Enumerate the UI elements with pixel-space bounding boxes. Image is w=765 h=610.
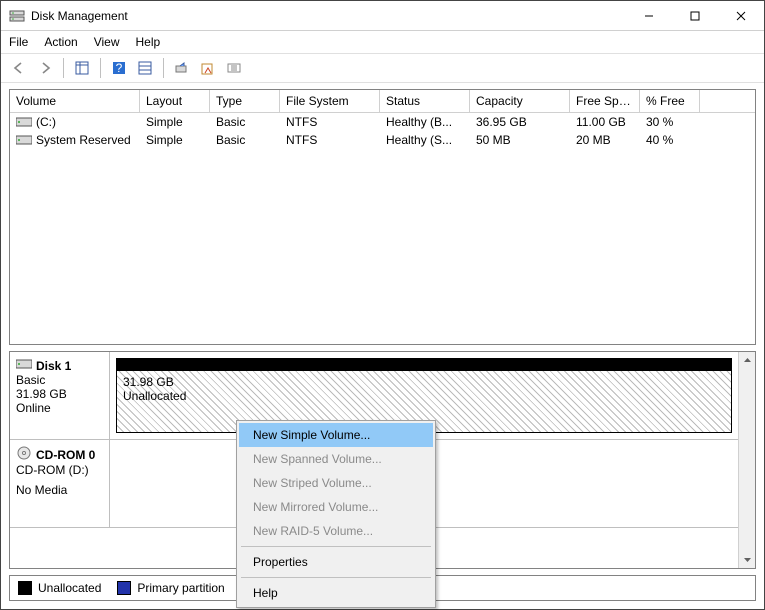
cell-status: Healthy (S... (380, 132, 470, 148)
col-blank (700, 90, 755, 112)
disk-size: 31.98 GB (16, 387, 103, 401)
swatch-primary (117, 581, 131, 595)
maximize-button[interactable] (672, 1, 718, 30)
menu-separator (241, 577, 431, 578)
disk-name: CD-ROM 0 (36, 448, 95, 462)
col-type[interactable]: Type (210, 90, 280, 112)
col-layout[interactable]: Layout (140, 90, 210, 112)
menu-view[interactable]: View (94, 35, 120, 49)
toolbar: ? (1, 53, 764, 83)
col-status[interactable]: Status (380, 90, 470, 112)
volume-rows: (C:) Simple Basic NTFS Healthy (B... 36.… (10, 113, 755, 344)
cell-fs: NTFS (280, 132, 380, 148)
context-menu: New Simple Volume... New Spanned Volume.… (236, 420, 436, 608)
minimize-button[interactable] (626, 1, 672, 30)
toolbar-separator (63, 58, 64, 78)
drive-icon (16, 116, 32, 128)
col-capacity[interactable]: Capacity (470, 90, 570, 112)
vertical-scrollbar[interactable] (738, 352, 755, 568)
settings-button[interactable] (133, 56, 157, 80)
cell-pfree: 30 % (640, 114, 700, 130)
disk-icon (16, 358, 32, 373)
cell-volume: (C:) (10, 114, 140, 130)
volume-list-pane: Volume Layout Type File System Status Ca… (9, 89, 756, 345)
cell-free: 11.00 GB (570, 114, 640, 130)
menuitem-new-simple-volume[interactable]: New Simple Volume... (239, 423, 433, 447)
scroll-down-button[interactable] (739, 551, 755, 568)
col-fs[interactable]: File System (280, 90, 380, 112)
legend-unallocated: Unallocated (18, 581, 101, 595)
legend-label: Primary partition (137, 581, 224, 595)
menu-file[interactable]: File (9, 35, 28, 49)
window-title: Disk Management (31, 9, 626, 23)
disk-type: Basic (16, 373, 103, 387)
volume-row[interactable]: System Reserved Simple Basic NTFS Health… (10, 131, 755, 149)
menubar: File Action View Help (1, 31, 764, 53)
col-free[interactable]: Free Spa... (570, 90, 640, 112)
help-button[interactable]: ? (107, 56, 131, 80)
legend-primary: Primary partition (117, 581, 224, 595)
disk-header[interactable]: Disk 1 Basic 31.98 GB Online (10, 352, 110, 439)
forward-button[interactable] (33, 56, 57, 80)
col-volume[interactable]: Volume (10, 90, 140, 112)
toolbar-separator (163, 58, 164, 78)
partition-size: 31.98 GB (123, 375, 725, 389)
disk-state: No Media (16, 483, 103, 497)
cell-capacity: 36.95 GB (470, 114, 570, 130)
drive-icon (16, 134, 32, 146)
menuitem-new-mirrored-volume: New Mirrored Volume... (239, 495, 433, 519)
window-buttons (626, 1, 764, 30)
cell-free: 20 MB (570, 132, 640, 148)
menuitem-help[interactable]: Help (239, 581, 433, 605)
scroll-up-button[interactable] (739, 352, 755, 369)
window: Disk Management File Action View Help (0, 0, 765, 610)
toolbar-separator (100, 58, 101, 78)
show-console-tree-button[interactable] (70, 56, 94, 80)
column-headers: Volume Layout Type File System Status Ca… (10, 90, 755, 113)
cell-pfree: 40 % (640, 132, 700, 148)
partition-colorbar (117, 359, 731, 371)
menuitem-properties[interactable]: Properties (239, 550, 433, 574)
menuitem-new-raid5-volume: New RAID-5 Volume... (239, 519, 433, 543)
cell-type: Basic (210, 132, 280, 148)
svg-text:?: ? (116, 61, 123, 75)
back-button[interactable] (7, 56, 31, 80)
cell-text: (C:) (36, 115, 56, 129)
cell-status: Healthy (B... (380, 114, 470, 130)
col-pfree[interactable]: % Free (640, 90, 700, 112)
menu-help[interactable]: Help (136, 35, 161, 49)
cell-type: Basic (210, 114, 280, 130)
partition-label: Unallocated (123, 389, 725, 403)
menu-separator (241, 546, 431, 547)
rescan-disks-button[interactable] (196, 56, 220, 80)
disk-state: Online (16, 401, 103, 415)
volume-row[interactable]: (C:) Simple Basic NTFS Healthy (B... 36.… (10, 113, 755, 131)
cell-layout: Simple (140, 114, 210, 130)
cell-text: System Reserved (36, 133, 131, 147)
disk-mgmt-icon (9, 8, 25, 24)
menuitem-new-spanned-volume: New Spanned Volume... (239, 447, 433, 471)
titlebar: Disk Management (1, 1, 764, 31)
legend-label: Unallocated (38, 581, 101, 595)
menuitem-new-striped-volume: New Striped Volume... (239, 471, 433, 495)
refresh-button[interactable] (170, 56, 194, 80)
more-actions-button[interactable] (222, 56, 246, 80)
disk-name: Disk 1 (36, 359, 71, 373)
cell-capacity: 50 MB (470, 132, 570, 148)
swatch-unallocated (18, 581, 32, 595)
cdrom-icon (16, 446, 32, 463)
close-button[interactable] (718, 1, 764, 30)
cell-fs: NTFS (280, 114, 380, 130)
disk-header[interactable]: CD-ROM 0 CD-ROM (D:) No Media (10, 440, 110, 527)
menu-action[interactable]: Action (44, 35, 77, 49)
cell-layout: Simple (140, 132, 210, 148)
cell-volume: System Reserved (10, 132, 140, 148)
disk-sub: CD-ROM (D:) (16, 463, 103, 477)
scroll-track[interactable] (739, 369, 755, 551)
